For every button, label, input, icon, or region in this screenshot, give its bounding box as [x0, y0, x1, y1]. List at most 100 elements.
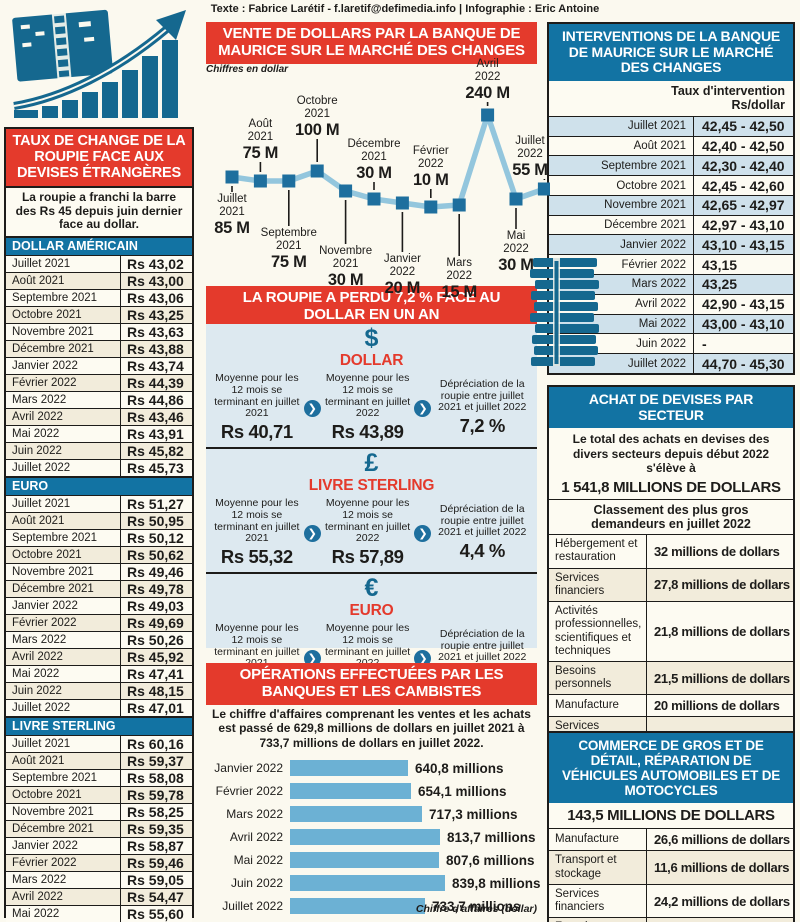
- rate-month: Novembre 2021: [12, 806, 94, 819]
- bar-row: Janvier 2022 640,8 millions: [206, 760, 546, 776]
- intervention-row: Décembre 2021 42,97 - 43,10: [549, 214, 793, 235]
- point-year: 2021: [304, 107, 330, 120]
- point-value: 30 M: [498, 255, 534, 274]
- point-year: 2022: [389, 265, 416, 278]
- point-month: Juillet: [217, 193, 247, 205]
- column-label: Dépréciation de la roupie entre juillet …: [438, 502, 527, 539]
- sector-row: Hébergement et restauration 32 millions d…: [549, 534, 793, 568]
- point-year: 2022: [446, 269, 472, 282]
- column-value: 4,4 %: [459, 540, 506, 562]
- rate-month: Janvier 2022: [12, 600, 78, 613]
- sector-purchases-intro: Le total des achats en devises des diver…: [572, 432, 770, 476]
- rate-row: Mai 2022 Rs 43,91: [6, 425, 192, 443]
- intervention-rate: 43,00 - 43,10: [693, 314, 793, 334]
- intervention-month: Mai 2022: [638, 318, 686, 331]
- intervention-row: Juillet 2021 42,45 - 42,50: [549, 115, 793, 136]
- point-month: Avril: [476, 58, 499, 70]
- rate-value: Rs 43,63: [120, 324, 192, 341]
- point-value: 75 M: [271, 252, 307, 271]
- commerce-total: 143,5 MILLIONS DE DOLLARS: [567, 807, 775, 825]
- rate-month: Octobre 2021: [12, 789, 82, 802]
- rate-month: Juillet 2021: [12, 498, 71, 511]
- rate-value: Rs 44,86: [120, 392, 192, 409]
- depreciation-block: £ LIVRE STERLING Moyenne pour les 12 mois …: [206, 447, 537, 572]
- avg-2022: Moyenne pour les 12 mois se terminant en…: [321, 497, 415, 568]
- rate-row: Octobre 2021 Rs 50,62: [6, 546, 192, 564]
- intervention-row: Juillet 2022 44,70 - 45,30: [549, 353, 793, 373]
- rate-value: Rs 43,74: [120, 358, 192, 375]
- rate-row: Mai 2022 Rs 47,41: [6, 665, 192, 683]
- point-month: Février: [412, 145, 449, 157]
- chevron-right-icon: ❯: [303, 399, 321, 417]
- rate-value: Rs 60,16: [120, 736, 192, 753]
- intervention-month: Avril 2022: [635, 298, 686, 311]
- currency-name: LIVRE STERLING: [308, 477, 435, 494]
- intervention-month: Janvier 2022: [620, 238, 686, 251]
- sector-row: Transport et stockage 11,6 millions de do…: [549, 850, 793, 884]
- bar-row: Avril 2022 813,7 millions: [206, 829, 546, 845]
- sector-purchases-subtitle: Classement des plus gros demandeurs en j…: [549, 498, 793, 535]
- exchange-rates-intro: La roupie a franchi la barre des Rs 45 d…: [6, 185, 192, 236]
- rate-row: Septembre 2021 Rs 50,12: [6, 529, 192, 547]
- sales-line-chart-svg: [225, 102, 550, 256]
- rate-row: Août 2021 Rs 43,00: [6, 272, 192, 290]
- banknote-bundle-icon: [12, 9, 113, 82]
- rate-row: Juillet 2022 Rs 47,01: [6, 699, 192, 717]
- rate-month: Septembre 2021: [12, 532, 98, 545]
- depreciation-panel: $ DOLLAR Moyenne pour les 12 mois se termi…: [206, 324, 537, 692]
- chevron-right-icon: ❯: [303, 649, 321, 667]
- rate-month: Septembre 2021: [12, 292, 98, 305]
- rate-row: Mars 2022 Rs 59,05: [6, 871, 192, 889]
- operations-intro: Le chiffre d'affaires comprenant les ven…: [212, 707, 531, 750]
- rate-month: Avril 2022: [12, 651, 63, 664]
- rate-value: Rs 43,02: [120, 256, 192, 273]
- rate-month: Juillet 2022: [12, 462, 71, 475]
- rate-month: Décembre 2021: [12, 583, 94, 596]
- sector-row: Fourniture d'électricité, de gaz, de vap…: [549, 917, 793, 922]
- rate-row: Juillet 2021 Rs 43,02: [6, 255, 192, 273]
- rate-value: Rs 49,78: [120, 581, 192, 598]
- interventions-title: INTERVENTIONS DE LA BANQUE DE MAURICE SU…: [549, 24, 793, 82]
- avg-2021: Moyenne pour les 12 mois se terminant en…: [210, 372, 304, 443]
- interventions-column-header: Taux d'intervention Rs/dollar: [671, 84, 785, 113]
- rate-value: Rs 54,47: [120, 889, 192, 906]
- rate-row: Juillet 2021 Rs 60,16: [6, 735, 192, 753]
- intervention-rate: 43,25: [693, 275, 793, 294]
- intervention-rate: -: [693, 334, 793, 354]
- intervention-month: Août 2021: [633, 139, 686, 152]
- sector-amount: 20 millions de dollars: [646, 695, 793, 717]
- currency-symbol-icon: £: [364, 449, 379, 477]
- rate-row: Mai 2022 Rs 55,60: [6, 905, 192, 922]
- rate-month: Juillet 2021: [12, 258, 71, 271]
- data-point-label: Mars 2022 15 M: [419, 257, 499, 301]
- rate-month: Mars 2022: [12, 634, 67, 647]
- rate-value: Rs 48,15: [120, 683, 192, 700]
- rate-value: Rs 50,95: [120, 513, 192, 530]
- bar-category: Mai 2022: [233, 853, 283, 867]
- sales-chart-title: VENTE DE DOLLARS PAR LA BANQUE DE MAURIC…: [206, 22, 537, 64]
- bar: [290, 875, 445, 891]
- point-value: 30 M: [327, 270, 364, 289]
- rate-value: Rs 58,87: [120, 838, 192, 855]
- point-month: Octobre: [296, 95, 338, 107]
- data-point-label: Octobre 2021 100 M: [277, 95, 357, 139]
- sector-amount: 32 millions de dollars: [646, 535, 793, 568]
- bar-category: Juin 2022: [230, 876, 283, 890]
- sales-chart-unit-note: Chiffres en dollar: [206, 64, 289, 75]
- point-month: Juillet: [515, 135, 545, 147]
- intervention-month: Décembre 2021: [604, 219, 686, 232]
- point-value: 55 M: [512, 160, 548, 179]
- point-value: 30 M: [356, 163, 392, 182]
- column-value: 7,2 %: [459, 415, 506, 437]
- point-month: Mars: [446, 257, 472, 269]
- column-value: Rs 40,71: [220, 421, 293, 442]
- point-value: 100 M: [295, 120, 340, 139]
- intervention-rate: 43,10 - 43,15: [693, 235, 793, 255]
- depreciation-columns: Moyenne pour les 12 mois se terminant en…: [210, 372, 533, 443]
- data-point-label: Avril 2022 240 M: [448, 58, 528, 102]
- rate-month: Janvier 2022: [12, 360, 78, 373]
- bar-value: 807,6 millions: [446, 852, 535, 868]
- sector-row: Manufacture 20 millions de dollars: [549, 694, 793, 717]
- intervention-row: Janvier 2022 43,10 - 43,15: [549, 234, 793, 255]
- data-point-label: Janvier 2022 20 M: [362, 253, 442, 297]
